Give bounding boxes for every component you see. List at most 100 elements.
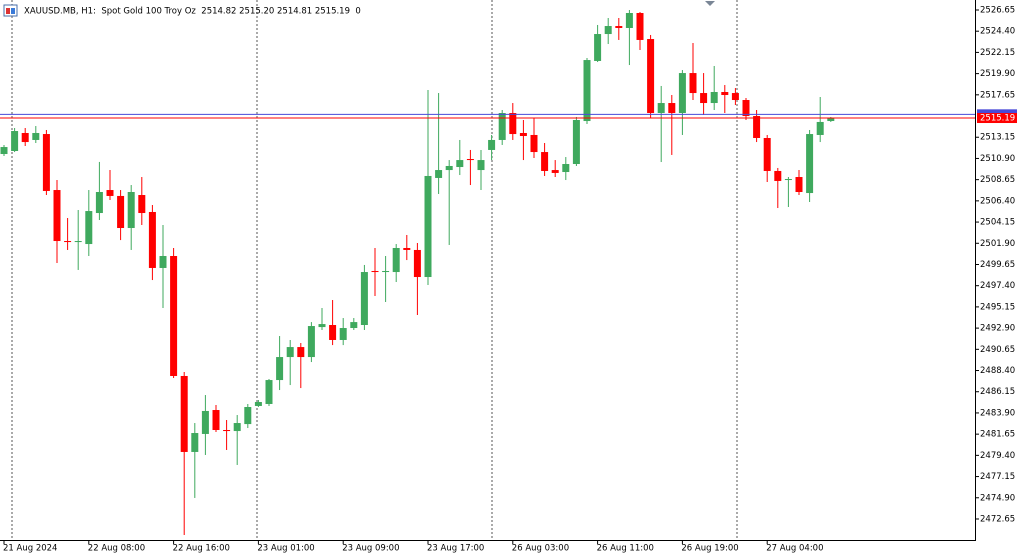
y-tick-label: 2486.15 [980, 387, 1015, 397]
candle-body [742, 100, 750, 117]
candle-body [710, 91, 718, 104]
candle-body [106, 190, 114, 196]
candle-body [329, 324, 337, 340]
candle-body [498, 113, 506, 140]
candle-body [594, 34, 602, 61]
candle-body [21, 132, 29, 143]
candle-body [572, 119, 580, 165]
candle-body [456, 160, 464, 168]
candle-body [127, 192, 135, 229]
candle-body [774, 170, 782, 181]
y-tick-label: 2501.90 [980, 239, 1015, 249]
candle-body [668, 103, 676, 114]
y-tick-label: 2526.65 [980, 5, 1015, 15]
candle-body [307, 326, 315, 358]
chart-title: XAUUSD.MB, H1: Spot Gold 100 Troy Oz 251… [24, 7, 361, 17]
candle-body [42, 134, 50, 191]
x-tick-label: 23 Aug 09:00 [342, 544, 399, 554]
candle-body [816, 121, 824, 135]
candle-body [509, 113, 517, 135]
candle-body [689, 73, 697, 94]
candle-body [731, 93, 739, 101]
candle-body [233, 423, 241, 432]
candle-body [148, 211, 156, 268]
candle-body [223, 430, 231, 432]
candle-body [339, 328, 347, 340]
candle-body [806, 134, 814, 194]
x-tick-label: 26 Aug 11:00 [597, 544, 654, 554]
symbol-icon [3, 4, 18, 17]
y-tick-label: 2479.40 [980, 451, 1015, 461]
candle-body [53, 190, 61, 242]
candle-body [212, 410, 220, 431]
candle-body [254, 402, 262, 406]
y-tick-label: 2477.15 [980, 472, 1015, 482]
y-tick-label: 2506.40 [980, 196, 1015, 206]
candle-body [477, 160, 485, 171]
candle-body [159, 256, 167, 268]
candle-body [583, 60, 591, 122]
y-tick-label: 2492.90 [980, 324, 1015, 334]
candle-body [276, 357, 284, 381]
candle-body [795, 177, 803, 193]
x-tick-label: 26 Aug 19:00 [681, 544, 738, 554]
y-tick-label: 2517.65 [980, 90, 1015, 100]
candle-body [721, 91, 729, 96]
candle-body [519, 132, 527, 137]
y-tick-label: 2481.65 [980, 430, 1015, 440]
x-tick-label: 22 Aug 16:00 [173, 544, 230, 554]
candle-body [625, 13, 633, 28]
candle-body [636, 13, 644, 40]
candle-body [445, 165, 453, 171]
candle-body [827, 118, 835, 122]
candle-body [117, 195, 125, 229]
y-tick-label: 2495.15 [980, 302, 1015, 312]
x-tick-label: 22 Aug 08:00 [88, 544, 145, 554]
candle-body [371, 270, 379, 273]
y-tick-label: 2508.65 [980, 175, 1015, 185]
candle-body [763, 137, 771, 171]
candle-body [297, 347, 305, 358]
y-tick-label: 2524.40 [980, 27, 1015, 37]
candle-body [678, 73, 686, 114]
candle-body [64, 241, 72, 243]
candle-body [466, 159, 474, 161]
candle-body [753, 116, 761, 138]
y-tick-label: 2497.40 [980, 281, 1015, 291]
price-label: 2515.19 [980, 114, 1015, 124]
candle-body [244, 407, 252, 425]
candle-body [286, 347, 294, 358]
candle-body [615, 26, 623, 28]
candle-body [530, 134, 538, 153]
candle-body [700, 93, 708, 104]
candle-body [657, 103, 665, 114]
candle-body [541, 152, 549, 171]
candle-body [32, 132, 40, 140]
x-tick-label: 21 Aug 2024 [3, 544, 57, 554]
candle-body [170, 256, 178, 376]
candle-body [95, 192, 103, 214]
candle-body [604, 26, 612, 35]
candle-body [360, 272, 368, 325]
candle-body [551, 170, 559, 173]
candle-body [74, 241, 82, 243]
candle-body [180, 375, 188, 452]
y-tick-label: 2513.15 [980, 133, 1015, 143]
candle-body [382, 270, 390, 273]
y-tick-label: 2472.65 [980, 514, 1015, 524]
candle-body [265, 380, 273, 404]
y-tick-label: 2483.90 [980, 408, 1015, 418]
x-tick-label: 23 Aug 17:00 [427, 544, 484, 554]
candle-body [647, 39, 655, 114]
y-tick-label: 2488.40 [980, 366, 1015, 376]
candle-body [11, 131, 19, 152]
candle-body [201, 410, 209, 434]
y-tick-label: 2504.15 [980, 218, 1015, 228]
x-tick-label: 27 Aug 04:00 [766, 544, 823, 554]
shift-marker[interactable] [705, 1, 715, 6]
candle-body [0, 147, 8, 155]
y-tick-label: 2510.90 [980, 154, 1015, 164]
candle-body [191, 433, 199, 452]
